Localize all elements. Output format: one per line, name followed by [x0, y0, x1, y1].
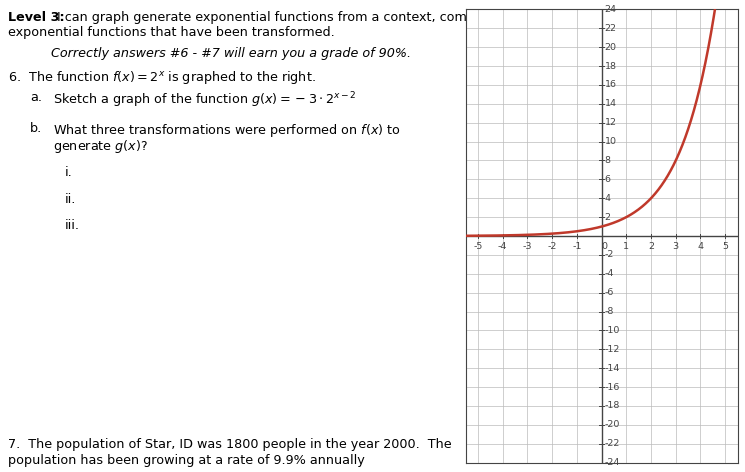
Text: 3: 3 [673, 242, 679, 251]
Text: -16: -16 [604, 382, 620, 392]
Text: 18: 18 [604, 61, 617, 71]
Text: ii.: ii. [65, 193, 76, 206]
Text: population has been growing at a rate of 9.9% annually: population has been growing at a rate of… [8, 454, 365, 467]
Text: -8: -8 [604, 307, 614, 316]
Text: 8: 8 [604, 156, 611, 165]
Text: 0: 0 [601, 242, 608, 251]
Text: 4: 4 [604, 194, 611, 203]
Text: iii.: iii. [65, 219, 80, 232]
Text: What three transformations were performed on $f(x)$ to: What three transformations were performe… [53, 122, 401, 139]
Text: -6: -6 [604, 288, 614, 297]
Text: -10: -10 [604, 326, 620, 335]
Text: -12: -12 [604, 345, 620, 354]
Text: 12: 12 [604, 118, 617, 127]
Text: -2: -2 [604, 250, 614, 260]
Text: 14: 14 [604, 99, 617, 109]
Text: -24: -24 [604, 458, 620, 467]
Text: 20: 20 [604, 42, 617, 52]
Text: 22: 22 [604, 24, 617, 33]
Text: 6: 6 [604, 175, 611, 184]
Text: Level 3:: Level 3: [8, 11, 65, 25]
Text: b.: b. [30, 122, 42, 135]
Text: -18: -18 [604, 401, 620, 411]
Text: 7.  The population of Star, ID was 1800 people in the year 2000.  The: 7. The population of Star, ID was 1800 p… [8, 438, 452, 451]
Text: 4: 4 [697, 242, 703, 251]
Text: -4: -4 [604, 269, 614, 278]
Text: 16: 16 [604, 80, 617, 90]
Text: 6.  The function $f(x) = 2^x$ is graphed to the right.: 6. The function $f(x) = 2^x$ is graphed … [8, 69, 316, 86]
Text: 1: 1 [624, 242, 630, 251]
Text: 5: 5 [722, 242, 728, 251]
Text: generate $g(x)$?: generate $g(x)$? [53, 138, 148, 155]
Text: Correctly answers #6 - #7 will earn you a grade of 90%.: Correctly answers #6 - #7 will earn you … [51, 47, 411, 60]
Text: i.: i. [65, 166, 72, 179]
Text: -3: -3 [523, 242, 532, 251]
Text: 10: 10 [604, 137, 617, 146]
Text: a.: a. [30, 91, 42, 104]
Text: -22: -22 [604, 439, 620, 448]
Text: -1: -1 [572, 242, 582, 251]
Text: -5: -5 [473, 242, 483, 251]
Text: exponential functions that have been transformed.: exponential functions that have been tra… [8, 26, 335, 40]
Text: -2: -2 [548, 242, 557, 251]
Text: 2: 2 [648, 242, 654, 251]
Text: -4: -4 [498, 242, 507, 251]
Text: -14: -14 [604, 363, 620, 373]
Text: Sketch a graph of the function $g(x) = -3 \cdot 2^{x-2}$: Sketch a graph of the function $g(x) = -… [53, 91, 357, 110]
Text: 24: 24 [604, 5, 617, 14]
Text: I can graph generate exponential functions from a context, compare features of f: I can graph generate exponential functio… [53, 11, 706, 25]
Text: -20: -20 [604, 420, 620, 430]
Text: 2: 2 [604, 212, 611, 222]
